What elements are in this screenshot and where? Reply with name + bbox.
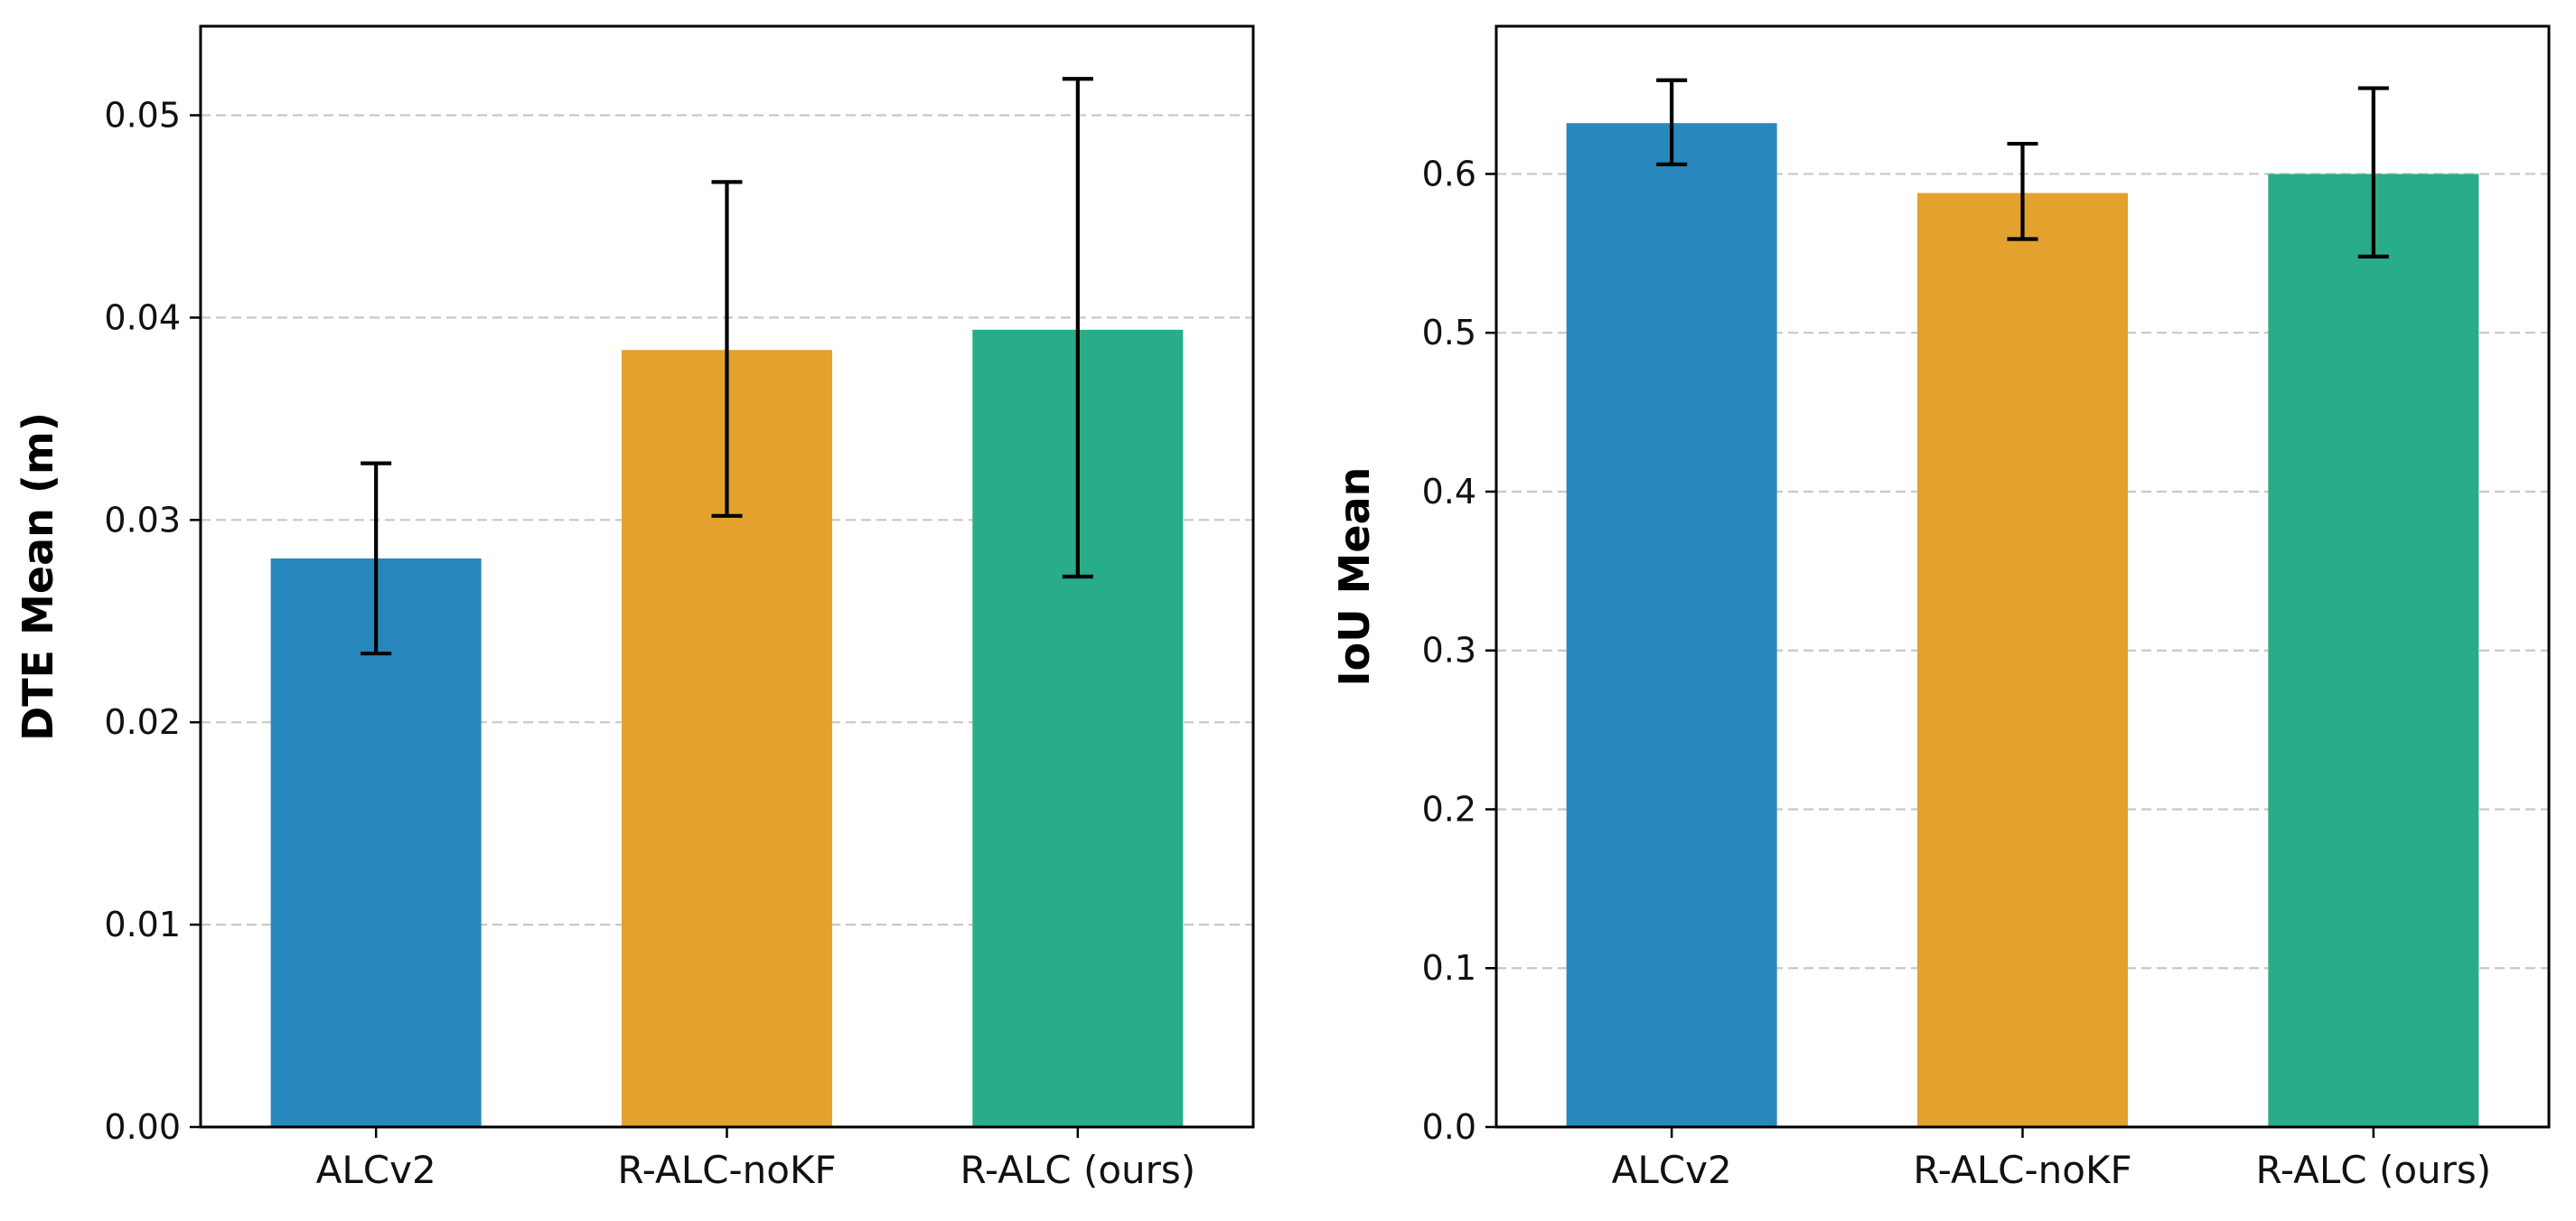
dte-xtick-label: ALCv2 bbox=[316, 1148, 436, 1192]
iou-xtick-label: R-ALC (ours) bbox=[2255, 1148, 2491, 1192]
iou-bar-2 bbox=[2268, 174, 2479, 1127]
iou-ytick-label: 0.2 bbox=[1422, 789, 1476, 829]
iou-errorbar-2 bbox=[2357, 86, 2389, 258]
iou-ytick-label: 0.3 bbox=[1422, 631, 1476, 671]
dte-ytick-label: 0.05 bbox=[104, 96, 181, 136]
iou-ytick-label: 0.1 bbox=[1422, 948, 1476, 988]
iou-ytick-label: 0.5 bbox=[1422, 313, 1476, 352]
dte-ytick-label: 0.01 bbox=[104, 905, 181, 944]
iou-errorbar-1 bbox=[2007, 141, 2038, 241]
iou-bar-0 bbox=[1566, 123, 1777, 1127]
iou-ytick-label: 0.6 bbox=[1422, 154, 1476, 193]
iou-ytick-label: 0.4 bbox=[1422, 472, 1476, 512]
dte-xtick-label: R-ALC-noKF bbox=[617, 1148, 836, 1192]
dte-ytick-label: 0.00 bbox=[104, 1107, 181, 1147]
iou-ylabel: IoU Mean bbox=[1330, 467, 1379, 687]
iou-xtick-label: ALCv2 bbox=[1612, 1148, 1732, 1192]
iou-errorbar-0 bbox=[1656, 78, 1688, 167]
iou-ytick-label: 0.0 bbox=[1422, 1107, 1476, 1147]
dte-errorbar-1 bbox=[711, 180, 743, 518]
dte-ytick-label: 0.03 bbox=[104, 500, 181, 540]
dte-errorbar-2 bbox=[1062, 77, 1093, 579]
iou-bar-1 bbox=[1917, 193, 2128, 1128]
dte-ylabel: DTE Mean (m) bbox=[14, 412, 62, 741]
dte-ytick-label: 0.02 bbox=[104, 702, 181, 742]
iou-mean-chart: 0.0 0.1 0.2 0.3 0.4 0.5 0.6 ALCv2 R-ALC-noKF R-AL… bbox=[1330, 24, 2551, 1192]
iou-xtick-label: R-ALC-noKF bbox=[1913, 1148, 2131, 1192]
dte-ytick-label: 0.04 bbox=[104, 297, 181, 337]
dte-errorbar-0 bbox=[361, 461, 392, 656]
dte-mean-chart: 0.00 0.01 0.02 0.03 0.04 0.05 ALCv2 R-ALC-noKF R… bbox=[14, 24, 1255, 1192]
dte-xtick-label: R-ALC (ours) bbox=[960, 1148, 1195, 1192]
